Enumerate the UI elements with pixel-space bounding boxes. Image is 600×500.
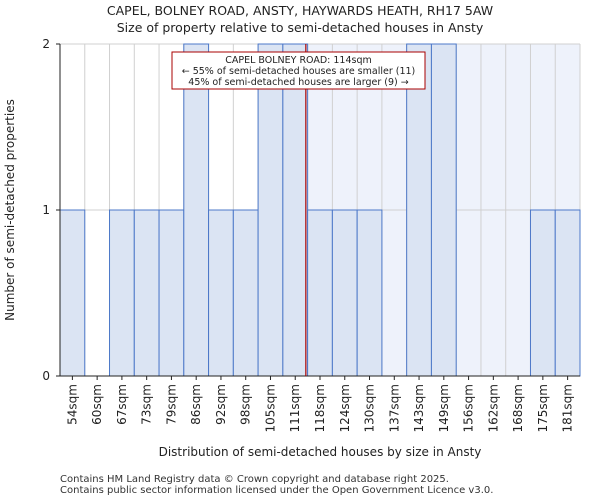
bar-86sqm xyxy=(183,43,210,377)
annotation-line-1: CAPEL BOLNEY ROAD: 114sqm xyxy=(225,55,372,66)
bar-118sqm xyxy=(307,209,333,377)
footer-line-1: Contains HM Land Registry data © Crown c… xyxy=(60,474,449,485)
x-tick-label: 86sqm xyxy=(189,384,203,425)
x-tick-label: 149sqm xyxy=(437,384,451,432)
x-tick-label: 181sqm xyxy=(561,384,575,432)
bar-181sqm xyxy=(554,209,581,377)
bar-98sqm xyxy=(232,209,259,377)
x-tick-label: 111sqm xyxy=(288,384,302,432)
annotation-line-3: 45% of semi-detached houses are larger (… xyxy=(188,77,408,88)
x-tick-label: 175sqm xyxy=(536,384,550,432)
bar-124sqm xyxy=(331,209,358,377)
bar-175sqm xyxy=(529,209,556,377)
x-tick-label: 98sqm xyxy=(239,384,253,425)
bar-92sqm xyxy=(208,209,234,377)
x-tick-label: 67sqm xyxy=(115,384,129,425)
bar-149sqm xyxy=(430,43,457,377)
x-axis-title: Distribution of semi-detached houses by … xyxy=(159,445,482,459)
chart-subtitle: Size of property relative to semi-detach… xyxy=(116,20,484,35)
bar-79sqm xyxy=(158,209,185,377)
y-axis-title: Number of semi-detached properties xyxy=(3,99,17,321)
bar-54sqm xyxy=(59,209,86,377)
x-tick-label: 60sqm xyxy=(90,384,104,425)
x-tick-label: 137sqm xyxy=(387,384,401,432)
bar-111sqm xyxy=(282,43,309,377)
x-tick-label: 162sqm xyxy=(486,384,500,432)
x-tick-label: 143sqm xyxy=(412,384,426,432)
x-tick-label: 105sqm xyxy=(263,384,277,432)
bar-67sqm xyxy=(109,209,135,377)
x-tick-label: 168sqm xyxy=(511,384,525,432)
x-tick-label: 79sqm xyxy=(164,384,178,425)
bar-130sqm xyxy=(356,209,383,377)
bar-143sqm xyxy=(406,43,432,377)
bar-105sqm xyxy=(257,43,284,377)
x-tick-label: 130sqm xyxy=(363,384,377,432)
x-tick-label: 92sqm xyxy=(214,384,228,425)
y-tick-label: 2 xyxy=(42,37,50,51)
x-tick-label: 156sqm xyxy=(462,384,476,432)
y-tick-label: 0 xyxy=(42,369,50,383)
footer-line-2: Contains public sector information licen… xyxy=(60,485,494,496)
x-tick-label: 73sqm xyxy=(140,384,154,425)
x-tick-label: 118sqm xyxy=(313,384,327,432)
x-tick-label: 124sqm xyxy=(338,384,352,432)
annotation-box xyxy=(171,51,426,90)
y-tick-label: 1 xyxy=(42,203,50,217)
annotation-line-2: ← 55% of semi-detached houses are smalle… xyxy=(182,66,416,77)
bar-73sqm xyxy=(133,209,160,377)
chart-title: CAPEL, BOLNEY ROAD, ANSTY, HAYWARDS HEAT… xyxy=(106,3,494,18)
x-tick-label: 54sqm xyxy=(65,384,79,425)
